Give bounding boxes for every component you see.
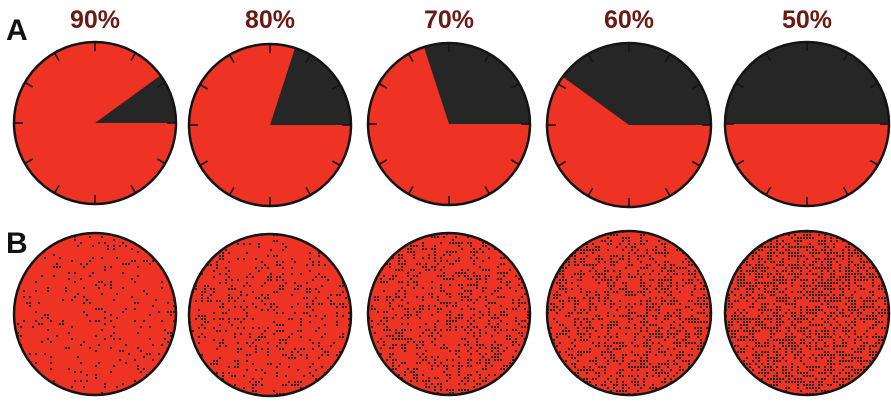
dot-disk-50	[723, 229, 891, 397]
pie-tick-mark	[510, 82, 520, 89]
pie-outline-80	[187, 42, 353, 208]
pie-tick-mark	[228, 186, 235, 196]
pie-chart-50	[723, 40, 891, 208]
pie-outline-90	[12, 40, 178, 206]
dot-disk-outline-50	[723, 229, 891, 397]
dot-disk-70	[366, 231, 532, 397]
pie-tick-mark	[691, 160, 701, 167]
pie-tick-mark	[484, 185, 491, 195]
pie-dark-wedge-70	[423, 42, 530, 124]
pie-tick-mark	[407, 53, 414, 63]
pie-tick-mark	[484, 53, 491, 63]
pie-tick-mark	[765, 186, 772, 196]
dot-disk-red-fill-90	[14, 233, 176, 395]
pie-tick-mark	[664, 187, 671, 197]
pie-tick-mark	[587, 187, 594, 197]
dot-disk-dark-dots-90	[17, 236, 175, 394]
pie-tick-mark	[331, 160, 341, 167]
pie-tick-mark	[587, 53, 594, 63]
pie-tick-mark	[557, 160, 567, 167]
pie-chart-60	[545, 41, 713, 209]
pct-label-70: 70%	[424, 6, 474, 34]
pie-chart-90	[12, 40, 178, 206]
pie-tick-mark	[735, 82, 745, 89]
pie-tick-mark	[156, 158, 166, 165]
pct-label-80: 80%	[245, 6, 295, 34]
pct-label-60: 60%	[604, 6, 654, 34]
pie-tick-mark	[664, 53, 671, 63]
pie-tick-mark	[156, 81, 166, 88]
pie-tick-mark	[199, 83, 209, 90]
pie-tick-mark	[305, 186, 312, 196]
pie-tick-mark	[130, 52, 137, 62]
pie-tick-mark	[407, 185, 414, 195]
pie-dark-wedge-80	[270, 47, 351, 125]
dot-disk-outline-90	[12, 231, 178, 397]
pie-tick-mark	[557, 83, 567, 90]
dot-disk-dark-dots-70	[368, 233, 529, 394]
pie-tick-mark	[24, 81, 34, 88]
pie-tick-mark	[199, 160, 209, 167]
pie-tick-mark	[869, 82, 879, 89]
pie-outline-60	[545, 41, 713, 209]
pie-tick-mark	[765, 52, 772, 62]
pie-tick-mark	[53, 52, 60, 62]
pct-label-90: 90%	[70, 6, 120, 34]
pie-dark-wedge-90	[95, 75, 176, 123]
panel-b-label: B	[6, 227, 28, 260]
dot-disk-outline-80	[187, 232, 353, 398]
dot-disk-outline-60	[545, 229, 713, 397]
pie-tick-mark	[305, 54, 312, 64]
pie-dark-wedge-60	[562, 42, 711, 125]
pie-outline-50	[723, 40, 891, 208]
dot-disk-row	[12, 229, 891, 398]
dot-disk-outline-70	[366, 231, 532, 397]
dot-disk-80	[187, 232, 353, 398]
pie-tick-mark	[378, 82, 388, 89]
dot-disk-90	[12, 231, 178, 397]
pie-chart-80	[187, 42, 353, 208]
dot-disk-60	[545, 229, 713, 397]
pie-tick-mark	[842, 52, 849, 62]
pie-tick-mark	[228, 54, 235, 64]
percentage-labels: 90% 80% 70% 60% 50%	[70, 6, 832, 34]
pie-tick-mark	[331, 83, 341, 90]
dot-disk-dark-dots-50	[725, 231, 889, 395]
pct-label-50: 50%	[782, 6, 832, 34]
pie-tick-mark	[735, 159, 745, 166]
dot-disk-red-fill-80	[189, 234, 351, 396]
pie-tick-mark	[130, 184, 137, 194]
panel-a-label: A	[6, 14, 28, 47]
pie-tick-mark	[842, 186, 849, 196]
pie-dark-wedge-50	[725, 42, 889, 124]
pie-row	[12, 40, 891, 209]
pie-tick-mark	[378, 159, 388, 166]
pie-tick-mark	[869, 159, 879, 166]
pie-chart-70	[366, 41, 532, 207]
pie-tick-mark	[691, 83, 701, 90]
pie-outline-70	[366, 41, 532, 207]
dot-disk-dark-dots-60	[547, 231, 711, 395]
pie-tick-mark	[510, 159, 520, 166]
pie-tick-mark	[24, 158, 34, 165]
pie-tick-mark	[53, 184, 60, 194]
